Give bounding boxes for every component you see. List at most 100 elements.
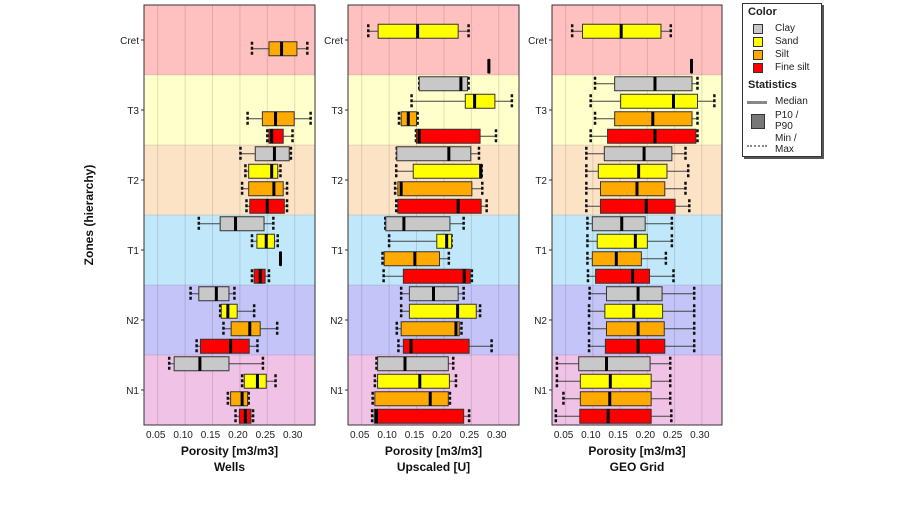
box-fine-silt-N1 [554,408,673,424]
box-sand-Cret [367,23,470,39]
box-fine-silt-T3 [266,128,294,144]
box-clay-N2 [399,286,465,302]
box-clay-T3 [418,76,470,92]
x-axis-title: Porosity [m3/m3] [385,444,482,458]
legend-sand-label: Sand [775,36,799,47]
x-axis-title: Porosity [m3/m3] [588,444,685,458]
x-tick-label: 0.05 [350,430,370,441]
box-fine-silt-T1 [250,268,271,284]
zone-label: N1 [126,386,139,397]
box-silt-Cret [250,41,309,57]
box-clay-T2 [239,146,293,162]
p10-p90-box [254,146,290,162]
box-sand-T1 [586,233,674,249]
zone-band-Cret [348,5,519,75]
p10-p90-box [599,181,666,197]
x-tick-label: 0.05 [146,430,166,441]
x-tick-label: 0.25 [663,430,683,441]
p10-p90-box [620,93,698,109]
zone-label: N2 [126,316,139,327]
p10-p90-box [396,146,472,162]
box-sand-T3 [589,93,716,109]
zone-label: T2 [535,176,547,187]
p10-p90-box-icon [751,114,765,129]
box-silt-T2 [585,181,687,197]
zone-label: Cret [324,36,343,47]
zone-label: Cret [528,36,547,47]
box-sand-N1 [373,373,458,389]
zone-label: T1 [127,246,139,257]
x-tick-label: 0.25 [256,430,276,441]
box-sand-T2 [394,163,483,179]
p10-p90-box [412,163,483,179]
p10-p90-box [243,373,267,389]
box-sand-T3 [410,93,514,109]
p10-p90-box [416,128,481,144]
zone-band-T3 [144,75,315,145]
x-tick-label: 0.25 [460,430,480,441]
box-silt-N1 [371,391,452,407]
x-tick-label: 0.30 [690,430,710,441]
zone-label: T3 [331,106,343,117]
box-clay-N1 [167,356,265,372]
box-fine-silt-T2 [585,198,691,214]
box-fine-silt-T1 [586,268,675,284]
zone-label: N2 [534,316,547,327]
y-axis-title: Zones (hierarchy) [82,165,96,266]
box-clay-N1 [555,356,672,372]
panel-wells: 0.05 0.10 0.15 0.20 0.25 0.30 Cret T3 T2 T1 N2 N1 Po… [120,4,316,474]
p10-p90-box [603,146,673,162]
box-fine-silt-N1 [234,408,255,424]
x-tick-label: 0.20 [228,430,248,441]
zone-band-N1 [144,355,315,425]
x-tick-label: 0.10 [377,430,397,441]
box-clay-N2 [588,286,696,302]
box-fine-silt-T3 [589,128,699,144]
p10-p90-box [596,233,648,249]
box-silt-N2 [222,321,279,337]
p10-p90-box [230,391,249,407]
panel-frame [143,4,316,426]
legend-fine-silt-label: Fine silt [775,62,810,73]
p10-p90-box [599,198,676,214]
box-silt-N1 [226,391,250,407]
legend-fine-silt-swatch [753,63,763,73]
box-fine-silt-T2 [245,198,289,214]
x-tick-label: 0.10 [173,430,193,441]
box-sand-N1 [240,373,277,389]
panel-frame [551,4,723,426]
box-sand-N1 [555,373,672,389]
zone-label: Cret [120,36,139,47]
zone-label: T3 [535,106,547,117]
box-clay-T3 [593,76,699,92]
p10-p90-box [377,373,450,389]
p10-p90-box [436,233,453,249]
p10-p90-box [198,286,230,302]
p10-p90-box [173,356,230,372]
x-axis-title: Porosity [m3/m3] [181,444,278,458]
box-sand-N2 [399,303,482,319]
panel-geo-grid: 0.05 0.10 0.15 0.20 0.25 0.30 Cret T3 T2 T1 N2 N1 Po… [528,4,723,474]
box-clay-T1 [384,216,465,232]
zone-band-Cret [552,5,722,75]
legend-silt-swatch [753,50,763,60]
legend-statistics-title: Statistics [748,79,797,91]
p10-p90-box [383,251,441,267]
box-sand-T2 [244,163,282,179]
p10-p90-box [373,408,465,424]
x-tick-label: 0.20 [636,430,656,441]
zone-label: T1 [535,246,547,257]
legend-sand-swatch [753,37,763,47]
p10-p90-box [377,356,449,372]
p10-p90-box [607,128,697,144]
legend-silt-label: Silt [775,49,789,60]
legend-p10-p90-label: P10 / P90 [775,110,799,132]
box-silt-T3 [246,111,312,127]
p10-p90-box [597,163,668,179]
zone-label: N1 [534,386,547,397]
p10-p90-box [230,321,261,337]
box-fine-silt-N2 [195,338,259,354]
p10-p90-box [418,76,468,92]
p10-p90-box [614,76,693,92]
